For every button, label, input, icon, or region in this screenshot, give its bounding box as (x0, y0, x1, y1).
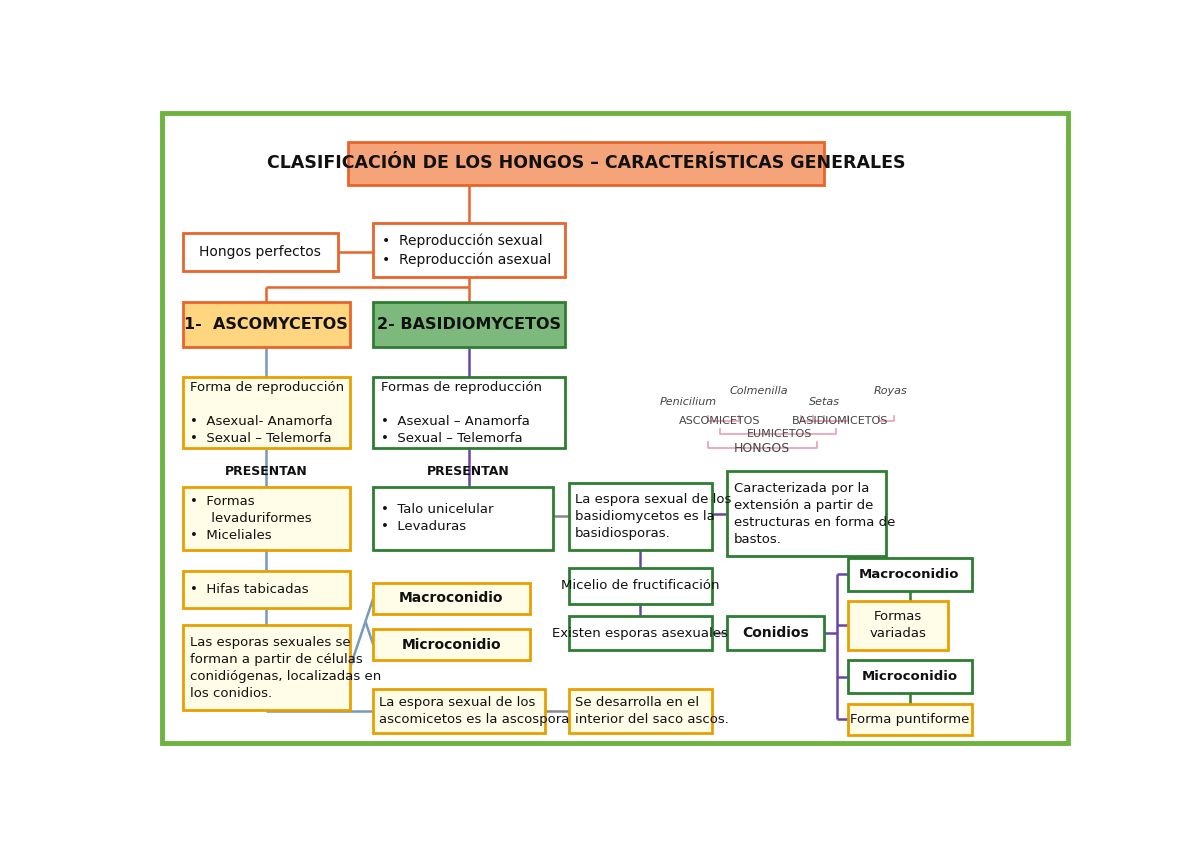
Text: Micelio de fructificación: Micelio de fructificación (560, 579, 720, 592)
Text: Las esporas sexuales se
forman a partir de células
conidiógenas, localizadas en
: Las esporas sexuales se forman a partir … (191, 636, 382, 700)
Bar (847, 558, 972, 591)
Text: PRESENTAN: PRESENTAN (224, 465, 307, 478)
Text: Caracterizada por la
extensión a partir de
estructuras en forma de
bastos.: Caracterizada por la extensión a partir … (733, 482, 895, 546)
Bar (182, 302, 350, 347)
Text: BASIDIOMICETOS: BASIDIOMICETOS (792, 416, 888, 427)
Bar (348, 142, 824, 185)
Bar (727, 471, 887, 556)
Text: Penicilium: Penicilium (660, 397, 718, 407)
Text: 1-  ASCOMYCETOS: 1- ASCOMYCETOS (185, 317, 348, 332)
Text: •  Formas
     levaduriformes
•  Miceliales: • Formas levaduriformes • Miceliales (191, 495, 312, 542)
Bar (373, 302, 565, 347)
Bar (373, 377, 565, 449)
Bar (373, 583, 529, 614)
Bar (373, 487, 553, 550)
Text: Conidios: Conidios (743, 626, 809, 640)
Bar (569, 567, 712, 604)
Bar (569, 483, 712, 550)
Text: Se desarrolla en el
interior del saco ascos.: Se desarrolla en el interior del saco as… (575, 696, 728, 726)
Text: Macroconidio: Macroconidio (400, 591, 504, 605)
Bar (727, 616, 824, 650)
Text: Forma puntiforme: Forma puntiforme (850, 713, 970, 726)
Text: Royas: Royas (874, 386, 907, 395)
Bar (847, 660, 972, 693)
Bar (182, 377, 350, 449)
Bar (569, 616, 712, 650)
Text: ASCOMICETOS: ASCOMICETOS (679, 416, 761, 427)
Text: Formas de reproducción

•  Asexual – Anamorfa
•  Sexual – Telemorfa: Formas de reproducción • Asexual – Anamo… (380, 381, 542, 445)
Text: •  Hifas tabicadas: • Hifas tabicadas (191, 583, 308, 596)
Text: HONGOS: HONGOS (734, 442, 791, 455)
Text: Macroconidio: Macroconidio (859, 567, 960, 581)
Bar (569, 689, 712, 734)
Bar (373, 223, 565, 277)
Bar (182, 232, 337, 271)
Bar (182, 487, 350, 550)
Text: PRESENTAN: PRESENTAN (426, 465, 509, 478)
Bar (182, 572, 350, 608)
Text: •  Reproducción sexual
•  Reproducción asexual: • Reproducción sexual • Reproducción ase… (383, 233, 552, 267)
Text: La espora sexual de los
ascomicetos es la ascospora: La espora sexual de los ascomicetos es l… (379, 696, 570, 726)
Text: 2- BASIDIOMYCETOS: 2- BASIDIOMYCETOS (377, 317, 560, 332)
Bar (847, 600, 948, 650)
Text: Forma de reproducción

•  Asexual- Anamorfa
•  Sexual – Telemorfa: Forma de reproducción • Asexual- Anamorf… (191, 381, 344, 445)
Bar (847, 704, 972, 734)
Text: La espora sexual de los
basidiomycetos es la
basidiosporas.: La espora sexual de los basidiomycetos e… (575, 493, 731, 540)
Text: Setas: Setas (809, 397, 840, 407)
Text: CLASIFICACIÓN DE LOS HONGOS – CARACTERÍSTICAS GENERALES: CLASIFICACIÓN DE LOS HONGOS – CARACTERÍS… (266, 154, 905, 172)
Text: Hongos perfectos: Hongos perfectos (199, 245, 320, 259)
Text: Existen esporas asexuales: Existen esporas asexuales (552, 627, 728, 639)
Bar (373, 689, 545, 734)
Text: Formas
variadas: Formas variadas (870, 611, 926, 640)
Bar (182, 625, 350, 710)
Text: Microconidio: Microconidio (402, 638, 502, 651)
Text: EUMICETOS: EUMICETOS (746, 429, 812, 439)
Text: Colmenilla: Colmenilla (730, 386, 787, 395)
Text: Microconidio: Microconidio (862, 670, 958, 683)
Bar (373, 629, 529, 660)
Text: •  Talo unicelular
•  Levaduras: • Talo unicelular • Levaduras (380, 504, 493, 533)
